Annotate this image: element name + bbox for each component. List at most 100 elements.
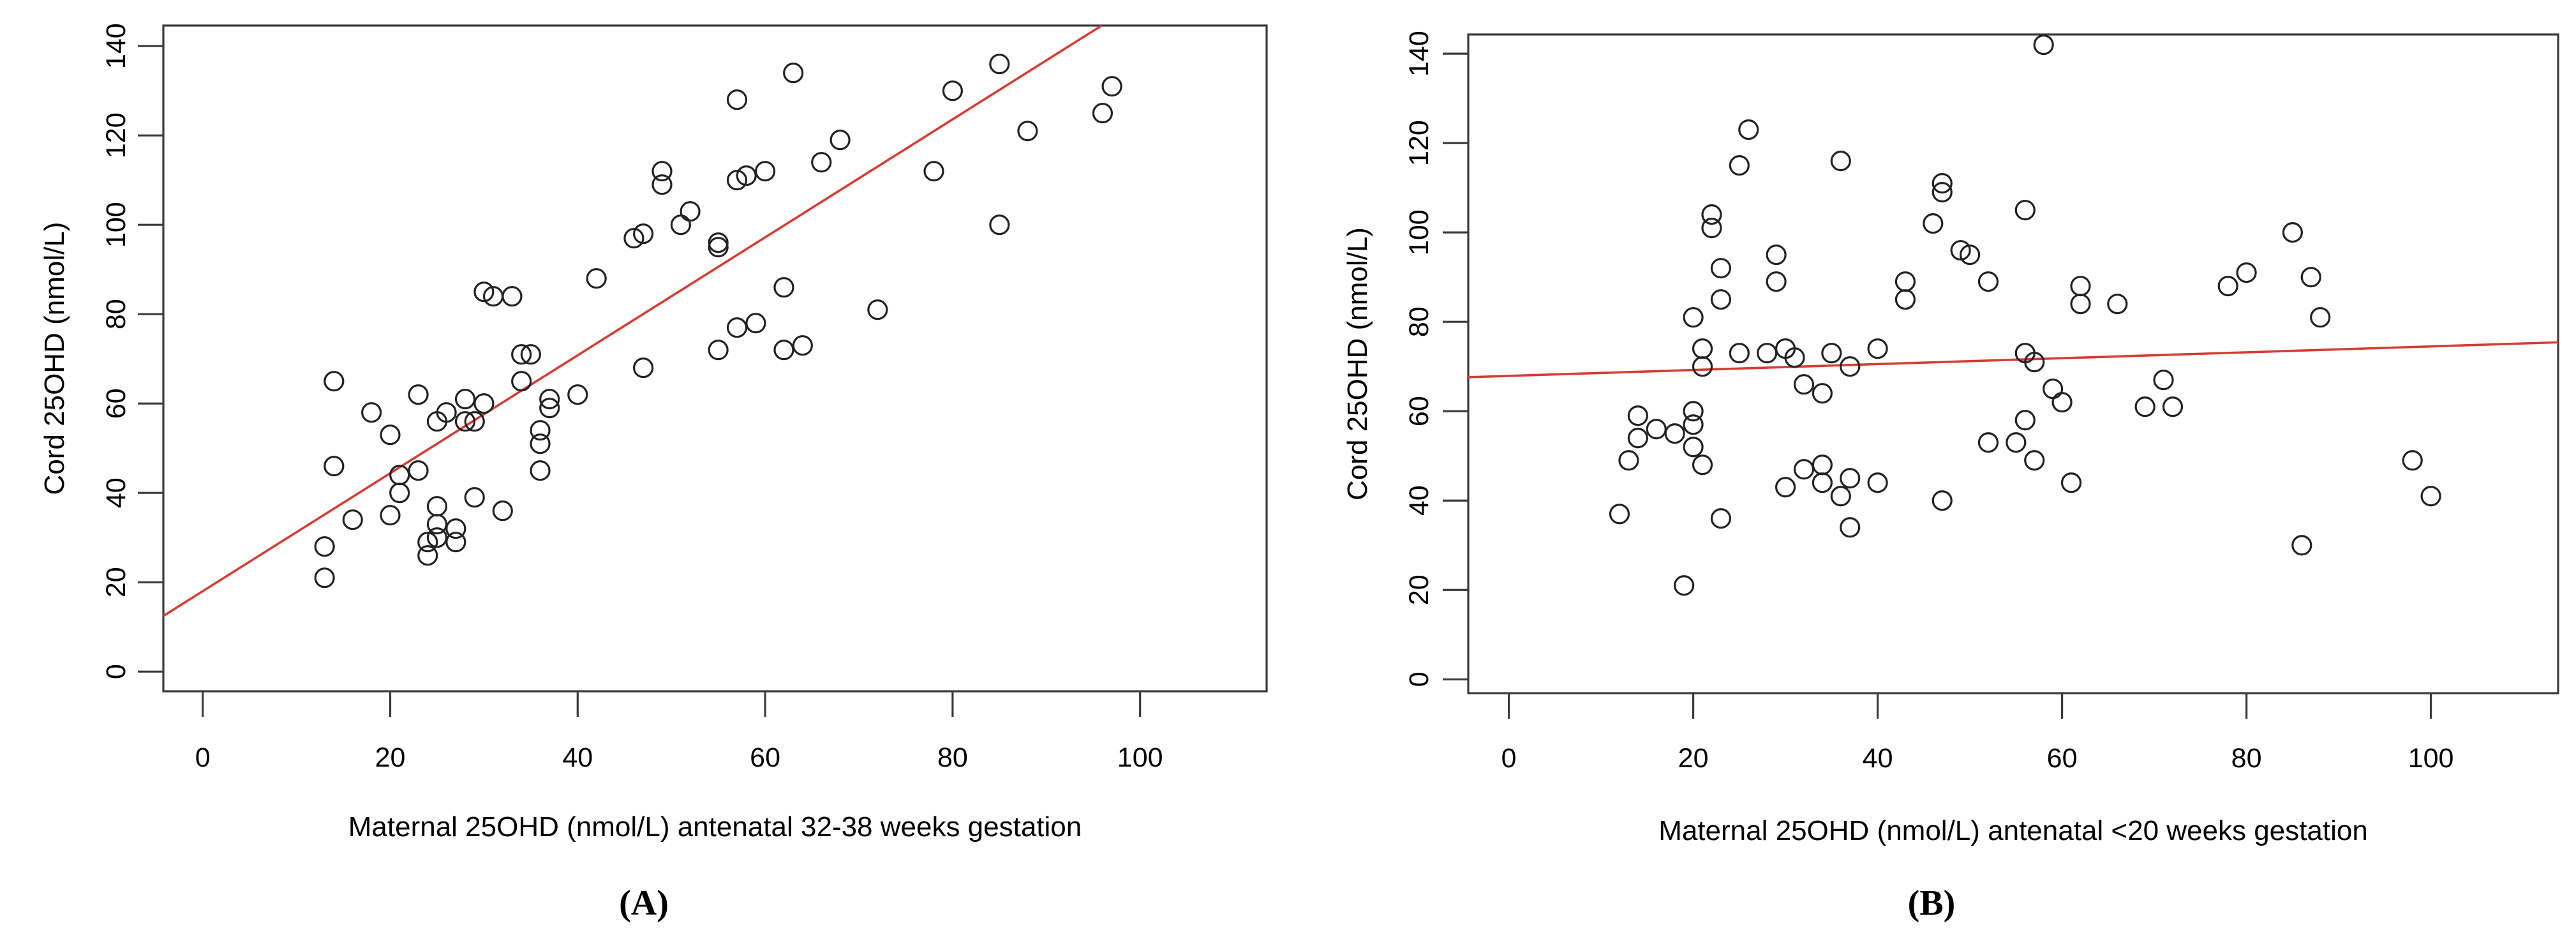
scatter-point	[1609, 504, 1630, 525]
scatter-point	[1830, 486, 1851, 507]
scatter-point	[2006, 432, 2027, 453]
scatter-point	[1959, 244, 1981, 266]
y-axis-tick-label: 0	[101, 664, 131, 679]
scatter-point	[1683, 401, 1704, 422]
scatter-point	[511, 344, 532, 365]
scatter-point	[1674, 575, 1695, 596]
scatter-point	[426, 496, 448, 517]
scatter-point	[2162, 396, 2184, 417]
y-axis-tick-label: 20	[101, 567, 131, 597]
scatter-point	[830, 130, 851, 151]
scatter-point	[417, 532, 438, 553]
scatter-point	[2217, 276, 2238, 297]
scatter-point	[417, 545, 438, 566]
scatter-point	[745, 313, 766, 334]
scatter-point	[1766, 244, 1787, 266]
scatter-point	[1812, 454, 1833, 476]
x-axis-tick-label: 0	[195, 742, 211, 773]
scatter-point	[1683, 307, 1704, 328]
scatter-point	[361, 402, 382, 423]
scatter-point	[567, 384, 588, 405]
scatter-point	[408, 384, 429, 405]
scatter-point	[1793, 374, 1815, 395]
y-axis-tick-label: 120	[1404, 120, 1434, 166]
scatter-point	[1683, 414, 1704, 435]
scatter-point	[1793, 459, 1815, 480]
scatter-point	[389, 483, 410, 504]
scatter-point	[2033, 34, 2054, 56]
scatter-point	[464, 487, 485, 508]
scatter-point	[314, 567, 335, 589]
scatter-point	[942, 80, 963, 101]
scatter-point	[2291, 535, 2312, 556]
scatter-point	[736, 165, 757, 186]
scatter-point	[2070, 294, 2091, 315]
y-axis-tick-label: 60	[101, 388, 131, 419]
scatter-point	[454, 411, 476, 432]
scatter-point	[1932, 182, 1953, 203]
panel-b-plot: 0 20 40 60 80 100 0 20 40 60 80 100 120 140 Maternal 2…	[1342, 31, 2559, 846]
scatter-point	[1932, 173, 1953, 194]
scatter-point	[754, 161, 776, 182]
y-axis-tick-label: 40	[1404, 485, 1434, 516]
scatter-point	[1738, 119, 1759, 140]
x-axis-tick-label: 60	[2047, 743, 2078, 774]
scatter-point	[1664, 423, 1685, 444]
panel-b-caption: (B)	[1907, 883, 1956, 923]
scatter-point	[539, 389, 560, 410]
scatter-point	[1618, 450, 1639, 471]
y-axis-tick-label: 100	[101, 202, 131, 248]
scatter-point	[511, 371, 532, 392]
scatter-point	[380, 424, 401, 446]
scatter-point	[1701, 218, 1722, 239]
scatter-point	[989, 214, 1010, 236]
scatter-point	[1867, 338, 1888, 359]
scatter-point	[380, 505, 401, 526]
scatter-point	[1692, 338, 1713, 359]
scatter-point	[1692, 454, 1713, 476]
scatter-point	[773, 277, 794, 298]
scatter-point	[2282, 222, 2303, 243]
scatter-point	[708, 237, 729, 258]
scatter-point	[726, 89, 748, 110]
y-axis-tick-label: 140	[1404, 31, 1434, 77]
scatter-point	[473, 281, 495, 303]
scatter-point	[1867, 472, 1888, 493]
scatter-point	[502, 286, 523, 307]
scatter-point	[492, 500, 513, 521]
scatter-point	[1627, 405, 1648, 426]
y-axis-tick-label: 60	[1404, 396, 1434, 426]
scatter-point	[445, 518, 466, 539]
scatter-point	[324, 456, 345, 477]
scatter-point	[708, 232, 729, 253]
scatter-point	[1766, 271, 1787, 292]
x-axis-tick-label: 100	[2408, 743, 2454, 774]
scatter-point	[2051, 392, 2073, 413]
scatter-point	[1101, 76, 1122, 97]
scatter-point	[530, 433, 551, 454]
scatter-point	[1692, 356, 1713, 377]
scatter-point	[1812, 472, 1833, 493]
scatter-point	[1812, 383, 1833, 404]
scatter-point	[2236, 262, 2257, 283]
scatter-point	[1729, 343, 1750, 364]
scatter-point	[2014, 410, 2036, 431]
scatter-point	[1710, 289, 1732, 310]
y-axis-title: Cord 25OHD (nmol/L)	[1342, 227, 1373, 500]
scatter-point	[708, 340, 729, 361]
scatter-point	[520, 344, 541, 365]
scatter-point	[1840, 468, 1861, 489]
scatter-point	[530, 420, 551, 441]
x-axis-tick-label: 20	[375, 742, 406, 773]
scatter-point	[1895, 271, 1916, 292]
scatter-point	[1950, 240, 1971, 261]
scatter-point	[2043, 379, 2064, 400]
scatter-point	[1683, 437, 1704, 458]
x-axis-tick-label: 40	[1863, 743, 1893, 774]
y-axis-tick-label: 20	[1404, 574, 1434, 605]
scatter-point	[726, 170, 748, 191]
x-axis-tick-label: 80	[2231, 743, 2262, 774]
scatter-point	[923, 161, 944, 182]
scatter-point	[1729, 155, 1750, 176]
scatter-point	[633, 357, 654, 379]
